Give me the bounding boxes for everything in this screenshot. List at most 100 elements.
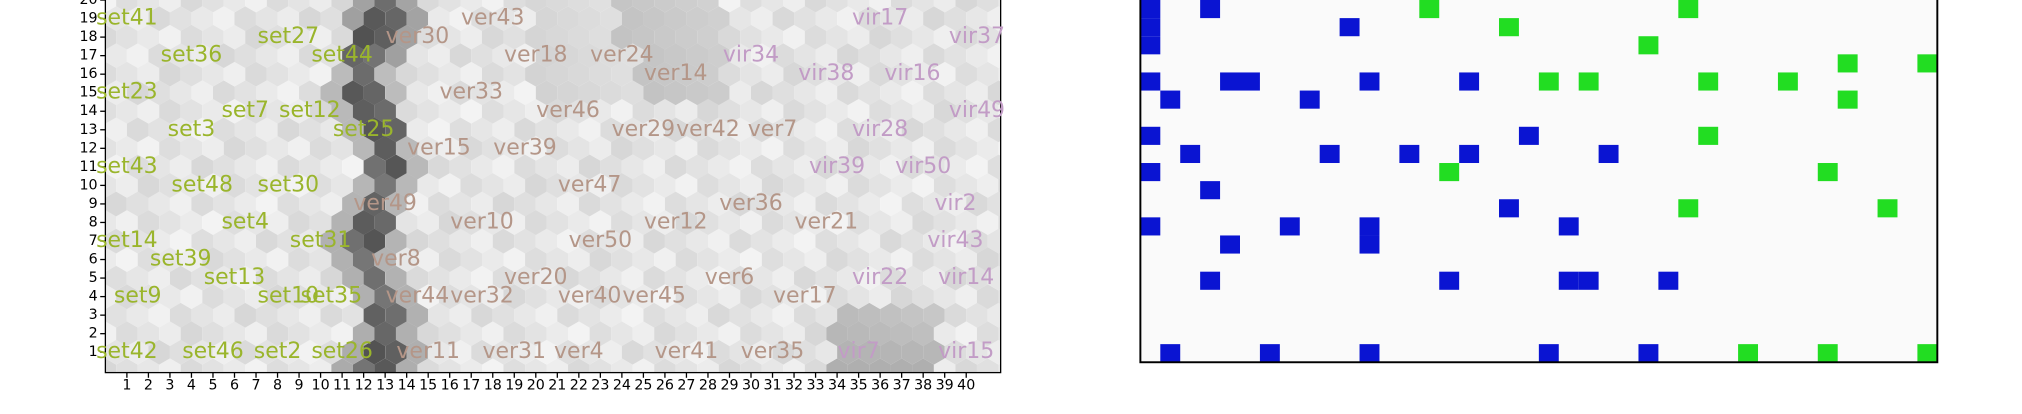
hex-cell [514,191,536,217]
hex-cell [428,43,450,69]
x-tick-label: 23 [591,378,609,394]
hex-cell [955,172,977,198]
node-label: ver12 [644,209,708,234]
cell-square [1140,126,1161,145]
hex-cell [352,98,375,124]
hex-cell [449,43,472,69]
hex-cell [363,228,386,254]
hex-cell [535,265,558,291]
hex-cell [148,339,170,365]
hex-cell [245,0,267,13]
hex-cell [869,61,891,87]
x-tick-label: 1 [122,378,131,394]
hex-cell [514,265,536,291]
node-label: vir2 [934,191,976,216]
hex-cell [654,247,676,272]
node-label: set2 [254,339,302,364]
hex-cell [1020,136,1041,161]
x-tick-label: 31 [763,378,781,394]
hex-cell [535,339,558,365]
y-tick-label: 5 [89,270,98,286]
hex-cell [169,6,192,32]
hex-cell [234,191,256,217]
hex-cell [417,98,439,124]
hex-cell [654,358,676,373]
node-label: ver36 [719,191,783,216]
hex-cell [783,135,805,161]
y-tick-label: 9 [89,196,98,212]
hex-cell [675,172,698,198]
hex-cell [525,172,547,198]
hex-cell [503,61,526,87]
hex-cell [428,154,450,180]
hex-cell [1020,284,1041,309]
hex-cell [352,358,375,373]
hex-cell [234,339,256,365]
hex-cell [869,358,891,373]
hex-cell [148,302,170,328]
hex-cell [331,209,353,235]
hex-cell [976,24,999,50]
hex-cell [933,98,956,124]
hex-cell [503,0,526,13]
hex-cell [169,265,192,291]
hex-cell [234,117,256,143]
hex-cell [395,321,418,347]
hex-cell [837,43,859,69]
hex-cell [794,6,816,32]
hex-cell [826,284,848,310]
node-label: ver18 [504,43,568,68]
hex-cell [471,302,493,328]
hex-cell [923,6,945,32]
hex-cell [923,154,945,180]
hex-cell [245,284,267,310]
hex-cell [568,284,590,310]
cell-square [1140,0,1161,19]
y-tick-label: 1 [89,344,98,360]
hex-cell [664,302,687,328]
hex-cell [1009,303,1030,328]
hex-cell [847,209,870,235]
hex-cell [654,61,676,87]
hex-cell [826,247,848,272]
hex-cell [277,302,300,328]
hex-cell [105,80,127,106]
hex-cell [126,339,149,365]
x-tick-label: 8 [273,378,282,394]
y-tick-label: 12 [80,140,98,156]
hex-cell [1020,321,1041,346]
hex-cell [320,6,343,32]
hex-cell [266,0,289,13]
hex-cell [794,80,816,106]
hex-cell [417,358,439,373]
hex-cell [202,98,224,124]
hex-cell [783,98,805,124]
hex-cell [546,98,569,124]
node-label: ver45 [622,284,686,309]
hex-cell [546,24,569,50]
hex-cell [374,24,396,50]
x-tick-label: 3 [165,378,174,394]
hex-cell [1020,210,1041,235]
hex-cell [783,209,805,235]
hex-cell [837,154,859,180]
hex-cell [740,0,762,13]
hex-cell [213,302,235,328]
hex-cell [708,191,730,217]
hex-cell [611,321,633,347]
x-tick-label: 10 [312,378,330,394]
hex-cell [460,135,482,161]
cell-square [1359,344,1380,363]
hex-cell [998,326,1001,342]
hex-cell [987,80,1001,106]
hex-cell [223,0,246,13]
hex-cell [309,284,332,310]
hex-cell [148,80,170,106]
hex-cell [116,284,138,310]
hex-cell [568,61,590,87]
hex-cell [481,61,504,87]
hex-cell [169,302,192,328]
hex-cell [804,172,827,198]
hex-cell [1031,266,1052,291]
hex-cell [686,80,709,106]
